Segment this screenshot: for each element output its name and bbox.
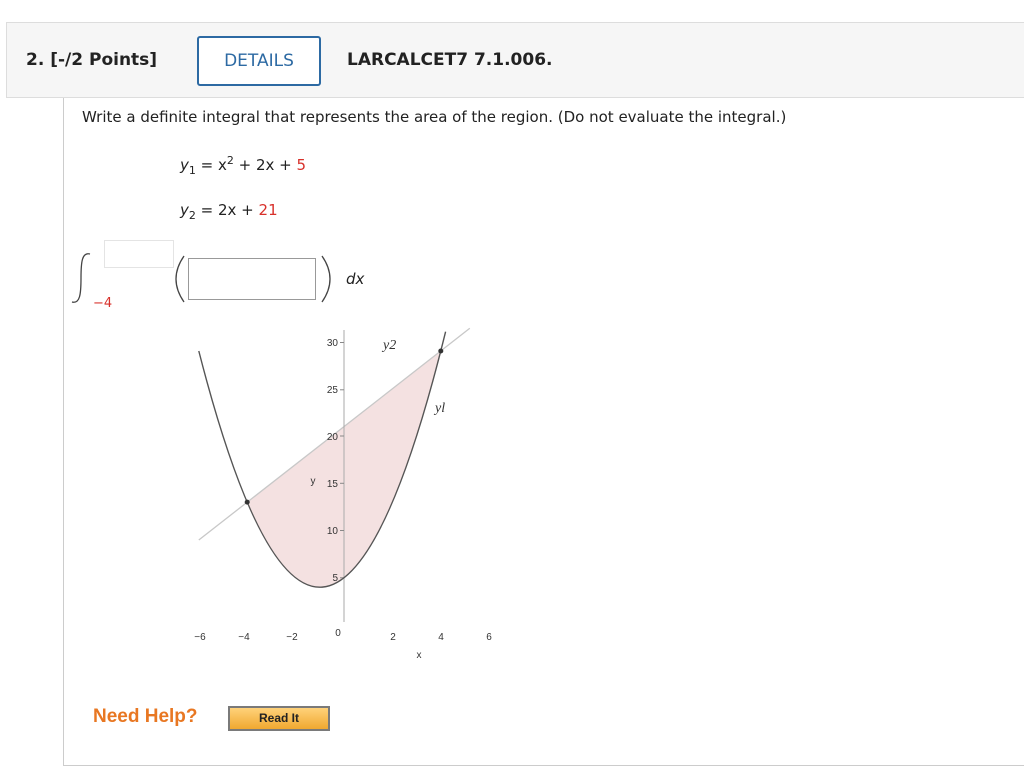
sub: 2 bbox=[188, 209, 196, 222]
header-bar bbox=[6, 22, 1024, 98]
question-code: LARCALCET7 7.1.006. bbox=[347, 50, 553, 70]
upper-limit-input[interactable] bbox=[104, 240, 174, 268]
read-it-button[interactable]: Read It bbox=[228, 706, 330, 731]
mid: = x bbox=[195, 156, 227, 174]
sub: 1 bbox=[188, 164, 196, 177]
equation-2: y2 = 2x + 21 bbox=[180, 201, 278, 222]
dx: dx bbox=[346, 270, 365, 288]
rest: + 2x + bbox=[233, 156, 297, 174]
need-help: Need Help? bbox=[93, 706, 198, 727]
equation-1: y1 = x2 + 2x + 5 bbox=[180, 154, 306, 177]
content-box bbox=[63, 98, 1024, 766]
details-button[interactable]: DETAILS bbox=[197, 36, 321, 86]
sup: 2 bbox=[226, 154, 234, 167]
prompt: Write a definite integral that represent… bbox=[82, 108, 787, 126]
const: 5 bbox=[296, 156, 307, 174]
question-heading: 2. [-/2 Points] bbox=[26, 50, 158, 70]
integrand-input[interactable] bbox=[188, 258, 316, 300]
var: y bbox=[180, 156, 189, 174]
const: 21 bbox=[258, 201, 278, 219]
lower-limit: −4 bbox=[93, 296, 113, 311]
var: y bbox=[180, 201, 189, 219]
mid: = 2x + bbox=[195, 201, 259, 219]
